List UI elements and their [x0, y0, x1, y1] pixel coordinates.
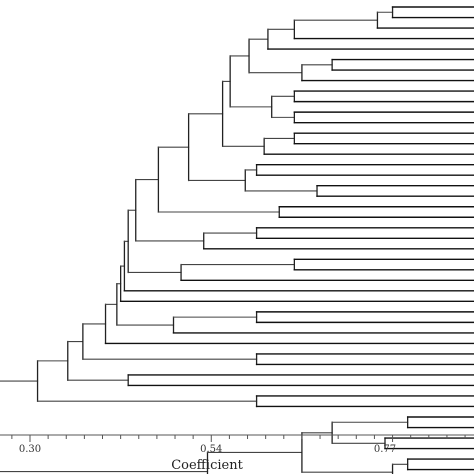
x-axis-ticks	[11, 435, 466, 442]
dendrogram-branches	[0, 6, 474, 474]
x-axis-tick-label: 0.54	[200, 444, 222, 455]
x-axis-title: Coefficient	[171, 458, 243, 473]
x-axis-tick-labels: 0.30 0.54 0.77	[19, 444, 396, 455]
x-axis: 0.30 0.54 0.77	[0, 434, 474, 455]
x-axis-tick-label: 0.77	[374, 444, 396, 455]
x-axis-tick-label: 0.30	[19, 444, 41, 455]
